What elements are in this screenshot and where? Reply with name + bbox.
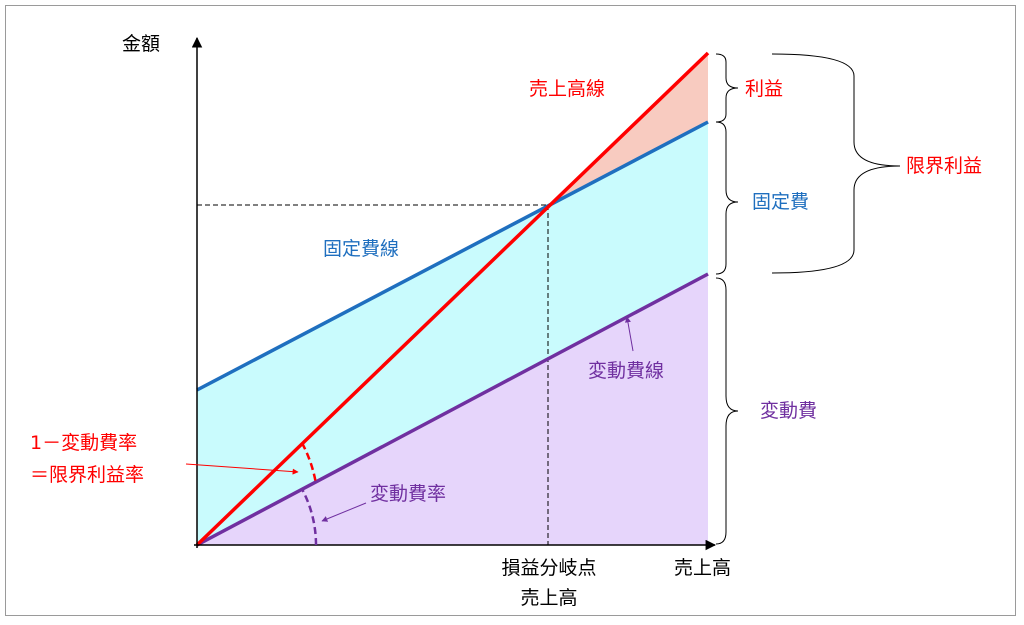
variable-cost-line-label: 変動費線 — [588, 360, 664, 382]
fixed-cost-bracket — [715, 121, 739, 275]
marginal-profit-bracket — [771, 53, 901, 274]
marginal-profit-ratio-arc — [300, 442, 318, 485]
fixed-cost-region — [197, 122, 708, 545]
variable-cost-bracket — [715, 277, 739, 545]
variable-cost-ratio-label: 変動費率 — [370, 483, 446, 505]
break-even-sales-label-line1: 損益分岐点 — [501, 557, 596, 579]
break-even-sales-label-line2: 売上高 — [520, 587, 577, 609]
sales-line-label: 売上高線 — [529, 78, 605, 100]
marginal-profit-ratio-arrow — [185, 463, 299, 475]
profit-label: 利益 — [745, 78, 783, 100]
fixed-cost-label: 固定費 — [752, 191, 809, 213]
marginal-profit-label: 限界利益 — [906, 155, 982, 177]
marginal-profit-ratio-label-line2: ＝限界利益率 — [30, 464, 144, 486]
variable-cost-line-arrow — [624, 316, 634, 352]
profit-bracket — [715, 53, 739, 123]
variable-cost-label: 変動費 — [760, 400, 817, 422]
marginal-profit-ratio-label-line1: 1－変動費率 — [30, 432, 137, 454]
diagram-frame — [5, 5, 1016, 616]
variable-cost-ratio-arc — [300, 488, 318, 546]
variable-cost-line — [196, 272, 709, 547]
y-axis-label: 金額 — [122, 33, 160, 55]
sales-line — [195, 51, 710, 547]
variable-cost-ratio-arrow — [321, 502, 367, 522]
fixed-cost-line — [196, 120, 709, 392]
x-axis-label: 売上高 — [674, 557, 731, 579]
fixed-cost-line-label: 固定費線 — [323, 238, 399, 260]
